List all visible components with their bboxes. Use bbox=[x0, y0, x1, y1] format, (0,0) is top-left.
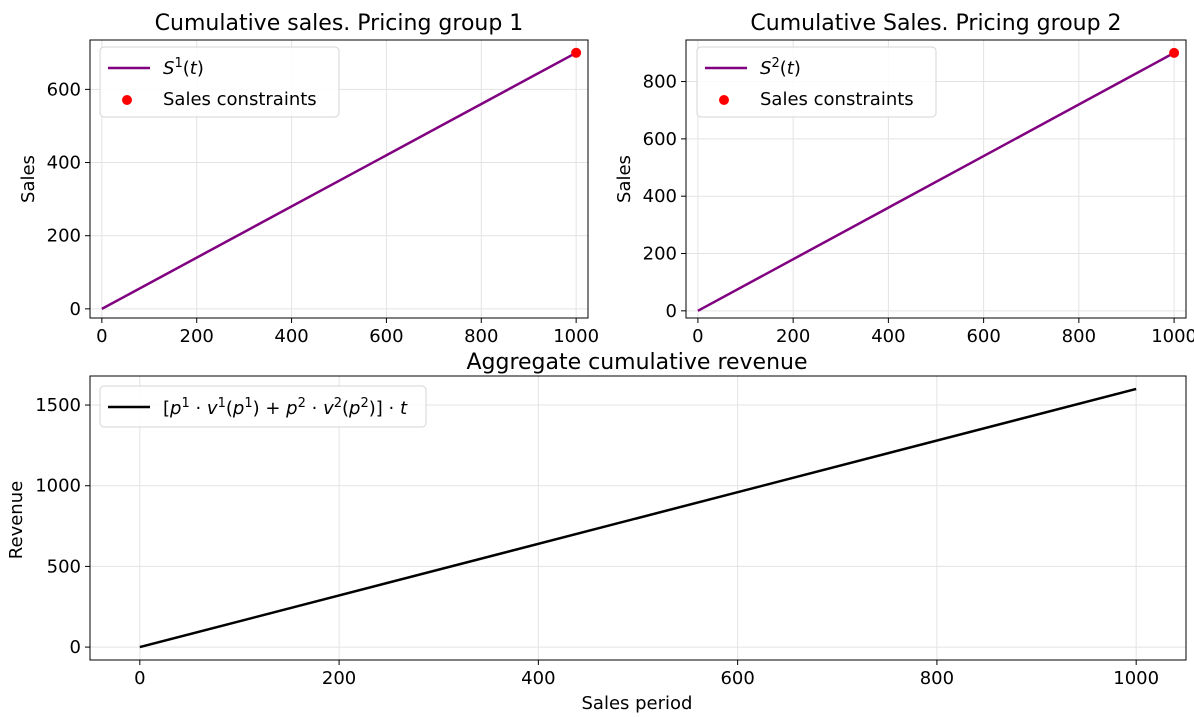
series-line bbox=[697, 51, 1175, 312]
tick-labels: 0 200 400 600 800 1000 0 200 400 600 bbox=[47, 79, 599, 347]
legend-entry-constraints: Sales constraints bbox=[163, 89, 317, 110]
legend-entry-constraints: Sales constraints bbox=[760, 89, 914, 110]
y-tick-label: 800 bbox=[643, 72, 677, 93]
y-tick-label: 200 bbox=[47, 226, 81, 247]
x-tick-label: 800 bbox=[920, 668, 954, 689]
y-tick-label: 1000 bbox=[35, 476, 81, 497]
x-tick-label: 0 bbox=[134, 668, 145, 689]
series-line bbox=[139, 387, 1137, 649]
x-tick-label: 600 bbox=[966, 326, 1000, 347]
plot-marks bbox=[139, 387, 1137, 649]
plot-frame bbox=[89, 39, 589, 319]
plot-frame bbox=[89, 375, 1187, 661]
series-line bbox=[101, 51, 577, 310]
plot-title: Cumulative Sales. Pricing group 2 bbox=[750, 11, 1121, 36]
legend-point-swatch bbox=[719, 95, 729, 105]
tick-labels: 0 200 400 600 800 1000 0 200 400 600 800 bbox=[643, 72, 1194, 347]
y-tick-label: 400 bbox=[643, 186, 677, 207]
y-tick-label: 600 bbox=[47, 79, 81, 100]
y-axis-label: Revenue bbox=[6, 481, 27, 559]
subplot-pricing-group-2: 0 200 400 600 800 1000 0 200 400 600 800 Cumulativ… bbox=[614, 11, 1194, 347]
subplot-pricing-group-1: 0 200 400 600 800 1000 0 200 400 600 Cumulative s… bbox=[18, 11, 599, 347]
y-tick-label: 0 bbox=[666, 301, 677, 322]
legend-entry-series: [p1 · v1(p1) + p2 · v2(p2)] · t bbox=[163, 396, 408, 419]
x-tick-label: 0 bbox=[692, 326, 703, 347]
y-tick-label: 0 bbox=[70, 637, 81, 658]
legend: [p1 · v1(p1) + p2 · v2(p2)] · t bbox=[99, 385, 427, 428]
legend: S2(t) Sales constraints bbox=[696, 46, 937, 118]
x-tick-label: 600 bbox=[720, 668, 754, 689]
legend-entry-series: S1(t) bbox=[163, 56, 204, 79]
x-axis-label: Sales period bbox=[582, 693, 693, 714]
x-tick-label: 400 bbox=[871, 326, 905, 347]
x-tick-label: 600 bbox=[369, 326, 403, 347]
subplot-aggregate-revenue: 0 200 400 600 800 1000 0 500 1000 1500 Aggregate … bbox=[6, 350, 1187, 714]
y-tick-label: 400 bbox=[47, 153, 81, 174]
constraint-point bbox=[1169, 47, 1180, 58]
y-axis-label: Sales bbox=[614, 155, 635, 203]
constraint-point bbox=[571, 47, 582, 58]
x-tick-label: 400 bbox=[274, 326, 308, 347]
y-tick-label: 600 bbox=[643, 129, 677, 150]
x-tick-label: 1000 bbox=[1151, 326, 1194, 347]
x-tick-label: 200 bbox=[776, 326, 810, 347]
x-tick-label: 400 bbox=[521, 668, 555, 689]
plot-frame bbox=[685, 39, 1187, 319]
x-tick-label: 800 bbox=[1062, 326, 1096, 347]
x-tick-label: 800 bbox=[464, 326, 498, 347]
y-tick-label: 0 bbox=[70, 299, 81, 320]
x-tick-label: 0 bbox=[96, 326, 107, 347]
x-tick-label: 200 bbox=[322, 668, 356, 689]
y-tick-label: 1500 bbox=[35, 395, 81, 416]
y-tick-label: 200 bbox=[643, 244, 677, 265]
tick-labels: 0 200 400 600 800 1000 0 500 1000 1500 bbox=[35, 395, 1159, 689]
y-axis-label: Sales bbox=[18, 155, 39, 203]
legend-point-swatch bbox=[122, 95, 132, 105]
plot-marks bbox=[101, 47, 582, 310]
x-tick-label: 1000 bbox=[1113, 668, 1159, 689]
x-tick-label: 1000 bbox=[553, 326, 599, 347]
legend: S1(t) Sales constraints bbox=[99, 46, 340, 118]
plot-marks bbox=[697, 47, 1180, 312]
plot-title: Aggregate cumulative revenue bbox=[466, 350, 807, 375]
legend-entry-series: S2(t) bbox=[760, 56, 801, 79]
plot-title: Cumulative sales. Pricing group 1 bbox=[155, 11, 524, 36]
x-tick-label: 200 bbox=[180, 326, 214, 347]
y-tick-label: 500 bbox=[47, 556, 81, 577]
